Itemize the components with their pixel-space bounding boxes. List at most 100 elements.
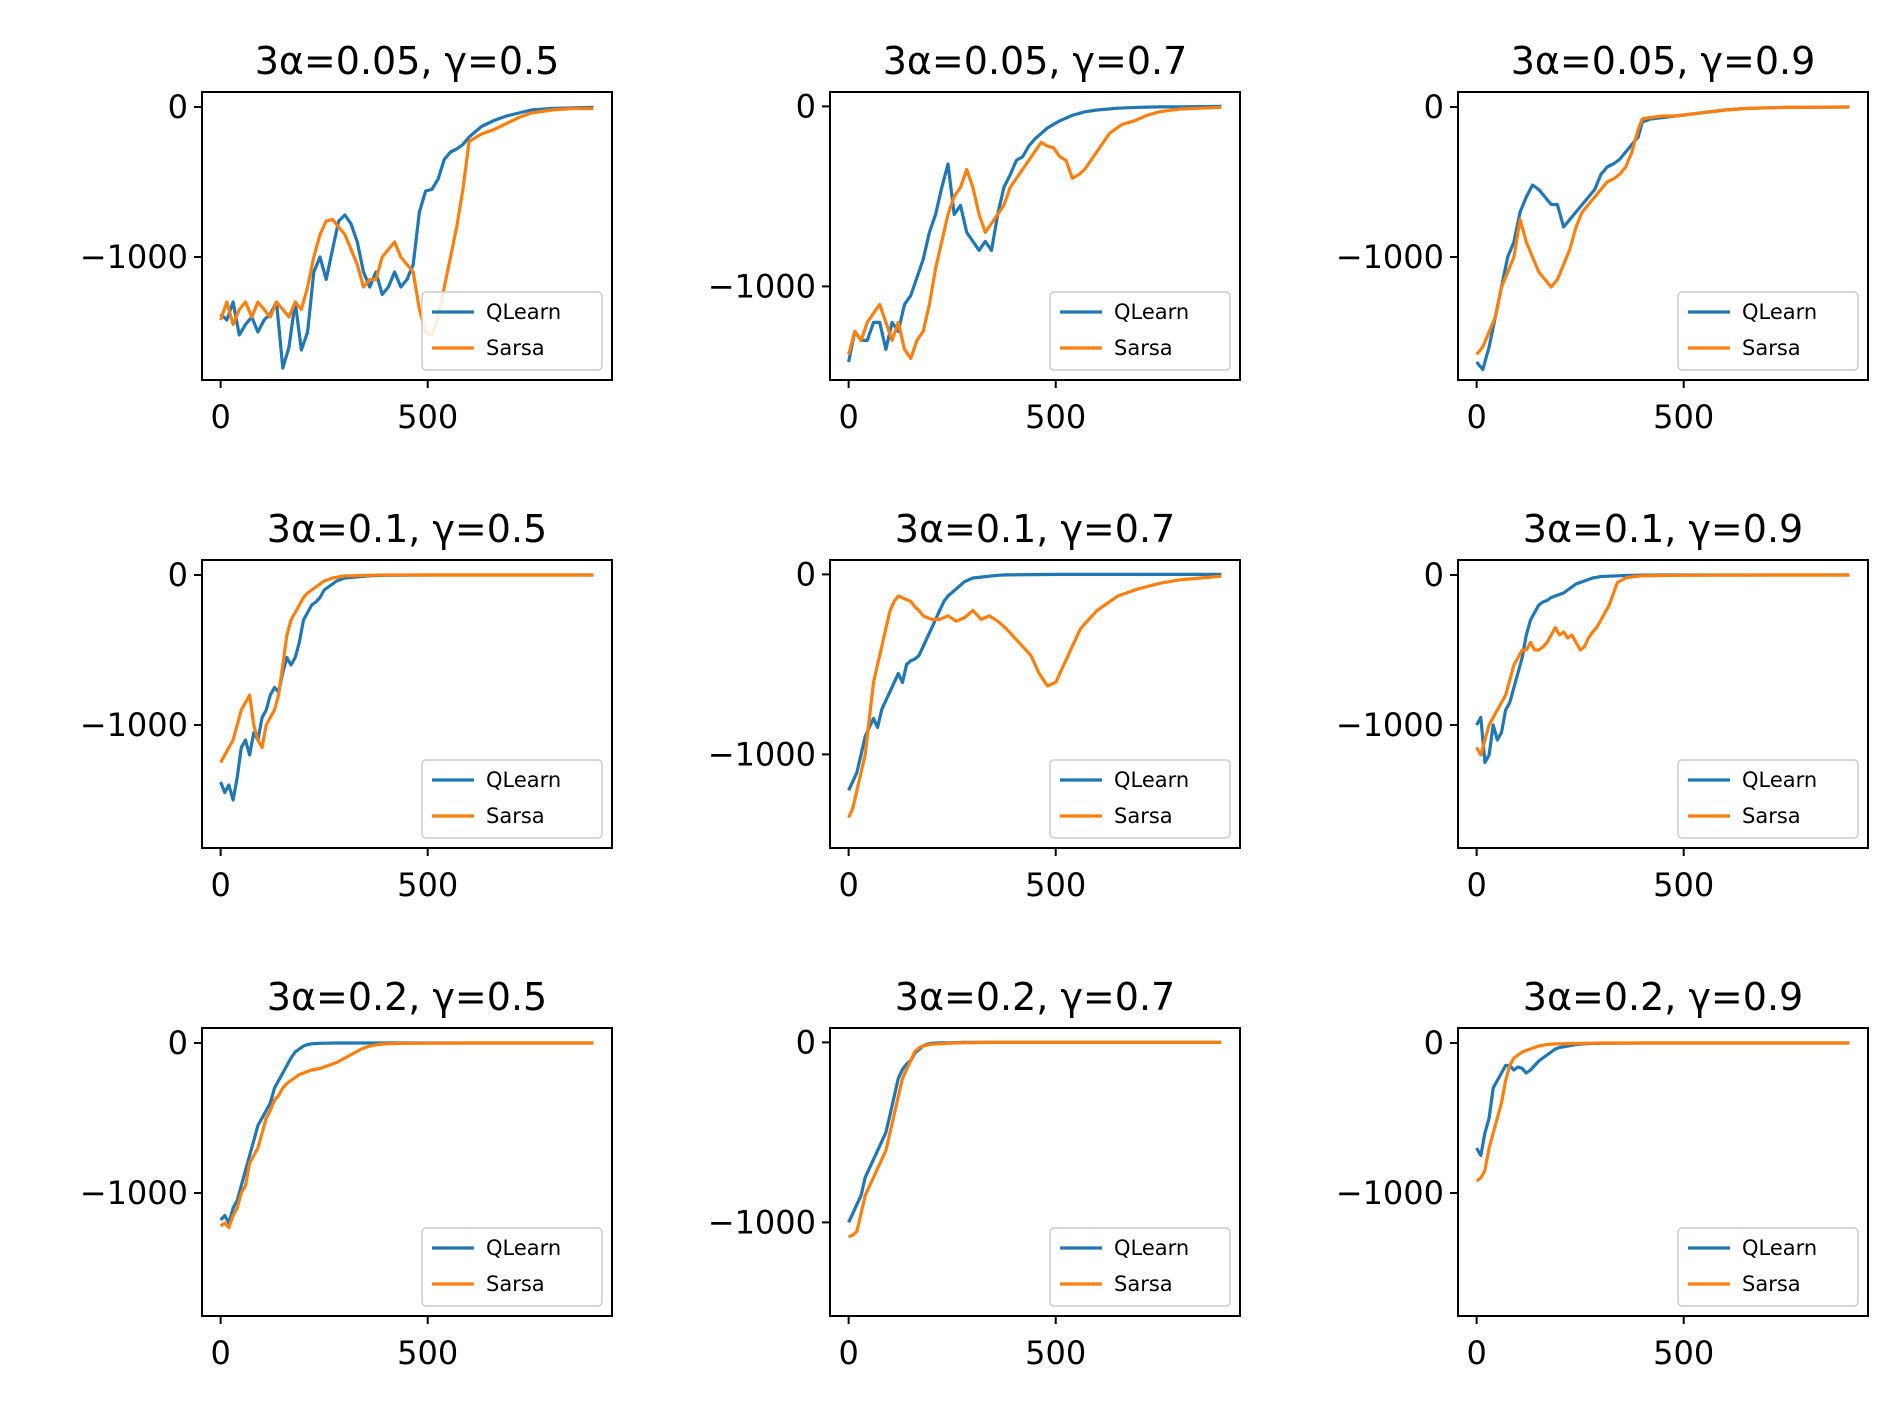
series-line-sarsa [1475, 105, 1850, 356]
series-line-qlearn [1475, 1041, 1850, 1158]
subplot-3: 3α=0.05, γ=0.9 0 500 0 −1000 QLearn Sarsa [1336, 39, 1869, 436]
x-tick-label: 500 [1653, 398, 1714, 436]
x-tick-label: 500 [1025, 1334, 1086, 1372]
axes-frame [1457, 559, 1869, 849]
legend-label-sarsa: Sarsa [1114, 336, 1173, 360]
legend: QLearn Sarsa [1677, 759, 1859, 839]
x-tick-label: 500 [397, 1334, 458, 1372]
x-tick-label: 0 [210, 398, 230, 436]
y-tick-label: 0 [796, 555, 816, 593]
series-line-sarsa [1475, 573, 1850, 757]
axes-frame [201, 559, 613, 849]
x-tick-label: 500 [397, 398, 458, 436]
subplot-7: 3α=0.2, γ=0.5 0 500 0 −1000 QLearn Sarsa [80, 975, 613, 1372]
legend-label-qlearn: QLearn [1742, 1236, 1817, 1260]
subplot-6: 3α=0.1, γ=0.9 0 500 0 −1000 QLearn Sarsa [1336, 507, 1869, 904]
y-tick-label: 0 [1424, 556, 1444, 594]
y-tick-label: 0 [168, 1024, 188, 1062]
y-tick-label: 0 [1424, 88, 1444, 126]
y-tick-label: 0 [168, 88, 188, 126]
legend-label-sarsa: Sarsa [486, 336, 545, 360]
x-tick-label: 500 [1653, 866, 1714, 904]
legend: QLearn Sarsa [1677, 291, 1859, 371]
subplot-title: 3α=0.2, γ=0.7 [895, 975, 1175, 1019]
axes-frame [1457, 1027, 1869, 1317]
series-line-sarsa [847, 1040, 1222, 1239]
legend: QLearn Sarsa [421, 291, 603, 371]
y-tick-label: 0 [1424, 1024, 1444, 1062]
series-line-qlearn [847, 104, 1222, 363]
x-tick-label: 500 [1025, 398, 1086, 436]
subplot-2: 3α=0.05, γ=0.7 0 500 0 −1000 QLearn Sarsa [708, 39, 1241, 436]
legend-label-qlearn: QLearn [486, 768, 561, 792]
axes-frame [829, 1027, 1241, 1317]
axes-frame [201, 1027, 613, 1317]
subplot-title: 3α=0.2, γ=0.5 [267, 975, 547, 1019]
subplot-9: 3α=0.2, γ=0.9 0 500 0 −1000 QLearn Sarsa [1336, 975, 1869, 1372]
legend-label-qlearn: QLearn [1114, 768, 1189, 792]
x-tick-label: 0 [1466, 866, 1486, 904]
legend-label-sarsa: Sarsa [1114, 1272, 1173, 1296]
series-line-sarsa [847, 105, 1222, 360]
x-tick-label: 0 [210, 1334, 230, 1372]
legend-label-sarsa: Sarsa [1114, 804, 1173, 828]
legend-label-sarsa: Sarsa [1742, 804, 1801, 828]
legend: QLearn Sarsa [1677, 1227, 1859, 1307]
legend-label-qlearn: QLearn [486, 300, 561, 324]
y-tick-label: −1000 [80, 1174, 188, 1212]
y-tick-label: −1000 [80, 706, 188, 744]
legend-label-sarsa: Sarsa [486, 804, 545, 828]
y-tick-label: −1000 [1336, 238, 1444, 276]
legend: QLearn Sarsa [1049, 1227, 1231, 1307]
series-line-sarsa [219, 106, 594, 337]
legend: QLearn Sarsa [1049, 291, 1231, 371]
y-tick-label: 0 [168, 556, 188, 594]
series-line-sarsa [219, 1041, 594, 1230]
series-line-qlearn [847, 572, 1222, 792]
x-tick-label: 0 [838, 1334, 858, 1372]
x-tick-label: 500 [397, 866, 458, 904]
axes-frame [829, 559, 1241, 849]
y-tick-label: 0 [796, 87, 816, 125]
legend-label-qlearn: QLearn [1742, 300, 1817, 324]
y-tick-label: 0 [796, 1023, 816, 1061]
y-tick-label: −1000 [708, 267, 816, 305]
legend-label-sarsa: Sarsa [1742, 336, 1801, 360]
x-tick-label: 0 [210, 866, 230, 904]
subplot-8: 3α=0.2, γ=0.7 0 500 0 −1000 QLearn Sarsa [708, 975, 1241, 1372]
series-line-qlearn [847, 1040, 1222, 1224]
y-tick-label: −1000 [1336, 1174, 1444, 1212]
axes-frame [1457, 91, 1869, 381]
x-tick-label: 0 [838, 866, 858, 904]
subplot-title: 3α=0.1, γ=0.7 [895, 507, 1175, 551]
y-tick-label: −1000 [708, 1203, 816, 1241]
subplot-title: 3α=0.05, γ=0.7 [883, 39, 1188, 83]
series-line-qlearn [1475, 573, 1850, 765]
legend-label-sarsa: Sarsa [1742, 1272, 1801, 1296]
series-line-sarsa [1475, 1041, 1850, 1183]
x-tick-label: 0 [838, 398, 858, 436]
subplot-title: 3α=0.1, γ=0.5 [267, 507, 547, 551]
legend: QLearn Sarsa [421, 759, 603, 839]
axes-frame [829, 91, 1241, 381]
y-tick-label: −1000 [80, 238, 188, 276]
x-tick-label: 500 [1025, 866, 1086, 904]
x-tick-label: 500 [1653, 1334, 1714, 1372]
series-line-qlearn [219, 1041, 594, 1225]
legend-label-sarsa: Sarsa [486, 1272, 545, 1296]
legend: QLearn Sarsa [1049, 759, 1231, 839]
x-tick-label: 0 [1466, 398, 1486, 436]
subplot-5: 3α=0.1, γ=0.7 0 500 0 −1000 QLearn Sarsa [708, 507, 1241, 904]
series-line-sarsa [847, 574, 1222, 819]
series-line-sarsa [219, 573, 594, 764]
subplot-title: 3α=0.1, γ=0.9 [1523, 507, 1803, 551]
legend-label-qlearn: QLearn [1742, 768, 1817, 792]
subplot-1: 3α=0.05, γ=0.5 0 500 0 −1000 QLearn Sarsa [80, 39, 613, 436]
subplot-title: 3α=0.05, γ=0.5 [255, 39, 560, 83]
legend: QLearn Sarsa [421, 1227, 603, 1307]
x-tick-label: 0 [1466, 1334, 1486, 1372]
axes-frame [201, 91, 613, 381]
subplot-title: 3α=0.2, γ=0.9 [1523, 975, 1803, 1019]
subplot-title: 3α=0.05, γ=0.9 [1511, 39, 1816, 83]
